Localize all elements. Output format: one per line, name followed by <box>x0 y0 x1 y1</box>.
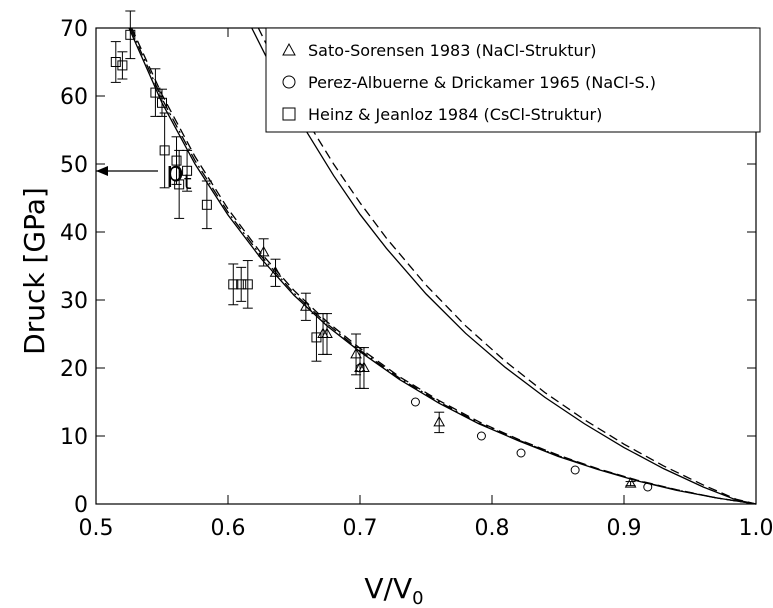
x-axis-title-main: V/V <box>364 572 412 605</box>
data-point-square <box>171 155 182 166</box>
x-tick-label: 0.8 <box>475 516 510 541</box>
data-point-circle <box>570 465 580 475</box>
data-point-square <box>150 87 161 98</box>
x-axis-title: V/V0 <box>364 572 423 608</box>
data-point-triangle <box>269 266 282 277</box>
legend-entry-perez-albuerne: Perez-Albuerne & Drickamer 1965 (NaCl-S.… <box>308 73 656 92</box>
data-point-circle <box>643 482 653 492</box>
pt-label: pt <box>166 155 192 194</box>
data-point-triangle <box>300 300 312 311</box>
data-point-circle <box>476 431 486 441</box>
y-tick-label: 0 <box>74 493 88 518</box>
data-point-triangle <box>358 361 370 372</box>
data-point-triangle <box>257 245 270 257</box>
curves-group <box>128 27 757 505</box>
y-tick-label: 20 <box>60 357 88 382</box>
data-point-square <box>125 29 136 40</box>
data-point-circle <box>410 397 420 407</box>
legend-marker-circle <box>282 75 296 89</box>
data-point-square <box>242 279 253 290</box>
data-point-square <box>110 57 121 67</box>
data-point-square <box>311 332 322 343</box>
pt-annotation: pt <box>96 155 192 194</box>
legend-marker-square <box>282 107 296 121</box>
data-point-square <box>201 199 212 210</box>
data-point-square <box>236 279 247 290</box>
data-point-triangle <box>624 477 637 488</box>
y-tick-label: 30 <box>60 289 88 314</box>
data-point-square <box>228 279 239 290</box>
y-tick-label: 40 <box>60 221 88 246</box>
legend-entry-heinz-jeanloz: Heinz & Jeanloz 1984 (CsCl-Struktur) <box>308 105 602 124</box>
x-tick-label: 0.5 <box>79 516 114 541</box>
x-tick-label: 0.7 <box>343 516 378 541</box>
data-point-square <box>157 97 167 108</box>
data-point-square <box>174 179 185 190</box>
legend-marker-triangle <box>282 42 296 56</box>
data-point-triangle <box>321 327 333 338</box>
pt-label-main: p <box>166 155 184 188</box>
y-tick-label: 10 <box>60 425 88 450</box>
x-tick-label: 0.9 <box>607 516 642 541</box>
x-tick-label: 1.0 <box>739 516 773 541</box>
legend-box <box>265 27 761 133</box>
legend: Sato-Sorensen 1983 (NaCl-Struktur) Perez… <box>265 27 761 133</box>
plot-frame-group: 0.5 0.6 0.7 0.8 0.9 1.0 0 10 20 30 40 50 60 70 <box>60 17 773 541</box>
x-tick-label: 0.6 <box>211 516 246 541</box>
fit-curve-solid <box>251 27 757 505</box>
data-point-triangle <box>433 415 446 427</box>
data-point-triangle <box>350 347 362 359</box>
data-point-circle <box>516 448 526 458</box>
fit-curve-dashdot <box>129 27 757 505</box>
y-tick-label: 70 <box>60 17 88 42</box>
data-point-square <box>117 60 128 71</box>
fit-curve-dashed <box>131 27 757 505</box>
y-axis-title: Druck [GPa] <box>18 187 51 355</box>
data-point-square <box>159 145 170 156</box>
data-point-square <box>182 165 193 176</box>
fit-curve-dashed <box>257 27 757 505</box>
y-tick-label: 60 <box>60 85 88 110</box>
markers-group <box>110 10 653 492</box>
pt-label-sub: t <box>184 170 192 194</box>
pt-arrow-head <box>96 166 108 176</box>
x-axis-title-sub: 0 <box>412 588 423 608</box>
y-tick-label: 50 <box>60 153 88 178</box>
legend-entry-sato-sorensen: Sato-Sorensen 1983 (NaCl-Struktur) <box>308 41 597 60</box>
data-point-circle <box>355 363 365 373</box>
